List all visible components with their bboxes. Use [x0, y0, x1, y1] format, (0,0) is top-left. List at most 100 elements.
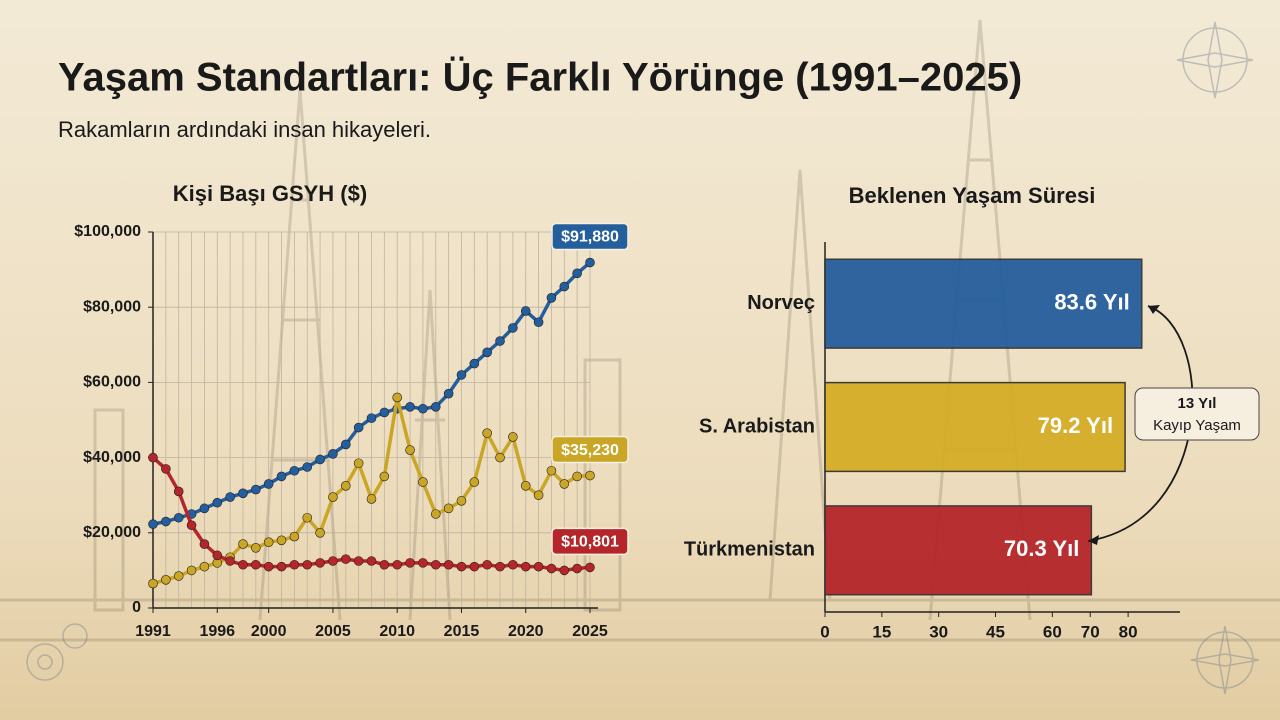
point: [392, 392, 403, 403]
x-tick-label: 2000: [251, 623, 287, 640]
point: [148, 452, 158, 463]
point: [289, 559, 300, 570]
point: [456, 561, 467, 572]
point: [418, 558, 428, 568]
point: [418, 477, 428, 487]
point: [238, 559, 248, 570]
x-tick-label: 0: [820, 622, 829, 641]
compass-decoration: [26, 21, 1260, 695]
point: [405, 402, 415, 412]
x-tick-label: 70: [1081, 622, 1100, 641]
x-tick-label: 1996: [199, 623, 235, 640]
point: [379, 471, 390, 482]
y-tick-label: $60,000: [83, 374, 141, 391]
point: [482, 559, 492, 570]
point: [495, 452, 505, 463]
point: [559, 281, 570, 292]
x-tick-label: 2010: [379, 623, 415, 640]
point: [366, 413, 377, 423]
value-label-text: $35,230: [561, 442, 619, 459]
point: [289, 465, 300, 476]
point: [251, 484, 261, 495]
bar-value-label: 79.2 Yıl: [1038, 413, 1113, 438]
category-label: Türkmenistan: [684, 539, 815, 561]
point: [495, 336, 505, 346]
point: [340, 439, 351, 450]
point: [199, 561, 210, 572]
point: [328, 556, 338, 566]
value-label: $91,880: [551, 222, 629, 251]
y-tick-label: $80,000: [83, 298, 141, 315]
point: [495, 561, 505, 572]
point: [161, 574, 171, 585]
point: [173, 486, 184, 497]
point: [340, 554, 351, 564]
point: [430, 402, 441, 412]
point: [405, 445, 415, 455]
point: [328, 492, 338, 502]
x-tick-label: 2015: [444, 623, 480, 640]
point: [572, 563, 582, 574]
point: [328, 449, 338, 459]
point: [315, 527, 325, 538]
point: [353, 422, 364, 433]
point: [263, 479, 274, 489]
point: [212, 550, 223, 561]
value-label-box: [551, 222, 629, 251]
value-label-text: $10,801: [561, 534, 619, 551]
point: [289, 531, 300, 542]
annotation-text: Kayıp Yaşam: [1153, 417, 1241, 434]
point: [353, 556, 364, 566]
point: [533, 317, 544, 328]
point: [276, 535, 287, 546]
chart-title: Kişi Başı GSYH ($): [173, 181, 367, 206]
bar-value-label: 83.6 Yıl: [1054, 289, 1129, 314]
point: [366, 494, 377, 504]
point: [508, 323, 518, 333]
point: [186, 520, 197, 531]
point: [302, 462, 313, 472]
point: [340, 480, 351, 491]
point: [456, 370, 467, 380]
point: [302, 512, 313, 523]
annotation-box: [1134, 387, 1260, 441]
point: [572, 471, 582, 482]
point: [366, 556, 377, 566]
point: [430, 559, 441, 570]
point: [186, 565, 197, 576]
annotation-title: 13 Yıl: [1178, 395, 1217, 412]
value-label: $10,801: [551, 527, 629, 556]
point: [482, 428, 492, 438]
point: [585, 562, 595, 573]
point: [559, 479, 570, 489]
x-tick-label: 2025: [572, 623, 608, 640]
point: [302, 559, 313, 570]
point: [379, 407, 390, 418]
point: [585, 257, 595, 268]
x-tick-label: 45: [986, 622, 1005, 641]
point: [238, 488, 248, 499]
point: [199, 503, 210, 514]
value-label-text: $91,880: [561, 229, 619, 246]
point: [148, 578, 158, 589]
point: [173, 512, 184, 523]
point: [585, 470, 595, 481]
point: [251, 559, 261, 570]
point: [559, 565, 570, 576]
y-tick-label: 0: [132, 599, 141, 616]
point: [520, 480, 531, 491]
point: [212, 497, 223, 508]
point: [469, 358, 480, 369]
x-tick-label: 60: [1043, 622, 1062, 641]
point: [276, 471, 287, 482]
point: [469, 477, 480, 487]
x-tick-label: 2020: [508, 623, 544, 640]
point: [263, 561, 274, 572]
bar: [824, 381, 1126, 473]
point: [443, 503, 454, 514]
point: [161, 516, 171, 527]
point: [520, 306, 531, 316]
point: [482, 347, 492, 358]
